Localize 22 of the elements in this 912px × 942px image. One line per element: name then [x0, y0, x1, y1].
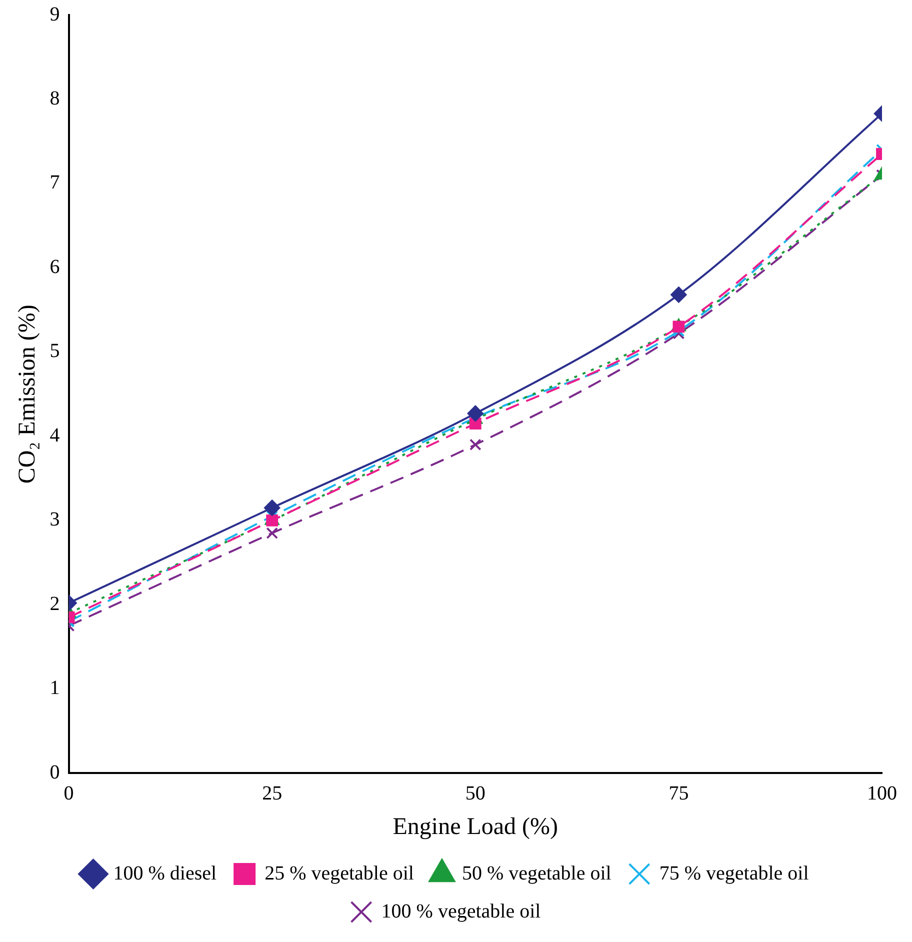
y-tick-label: 4 — [50, 424, 60, 446]
y-tick-label: 5 — [50, 340, 60, 362]
y-tick-label: 6 — [50, 256, 60, 278]
y-tick-label: 1 — [50, 677, 60, 700]
y-tick-label: 8 — [50, 87, 60, 110]
legend-label: 50 % vegetable oil — [462, 862, 612, 884]
x-tick-label: 100 — [867, 782, 897, 804]
y-tick-label: 2 — [50, 592, 60, 615]
x-tick-label: 75 — [668, 782, 689, 804]
x-tick-label: 25 — [262, 782, 282, 804]
y-tick-label: 7 — [50, 172, 60, 194]
legend-label: 25 % vegetable oil — [264, 862, 414, 884]
legend-label: 100 % vegetable oil — [381, 900, 542, 922]
y-tick-label: 3 — [50, 508, 60, 531]
x-tick-label: 0 — [64, 782, 74, 804]
x-tick-label: 50 — [465, 782, 486, 804]
y-tick-label: 0 — [50, 761, 60, 784]
y-tick-label: 9 — [50, 3, 60, 26]
y-axis-title: CO₂ Emission (%) — [14, 304, 41, 484]
legend-label: 100 % diesel — [113, 862, 218, 884]
x-axis-title: Engine Load (%) — [392, 814, 558, 840]
legend-label: 75 % vegetable oil — [659, 862, 810, 884]
